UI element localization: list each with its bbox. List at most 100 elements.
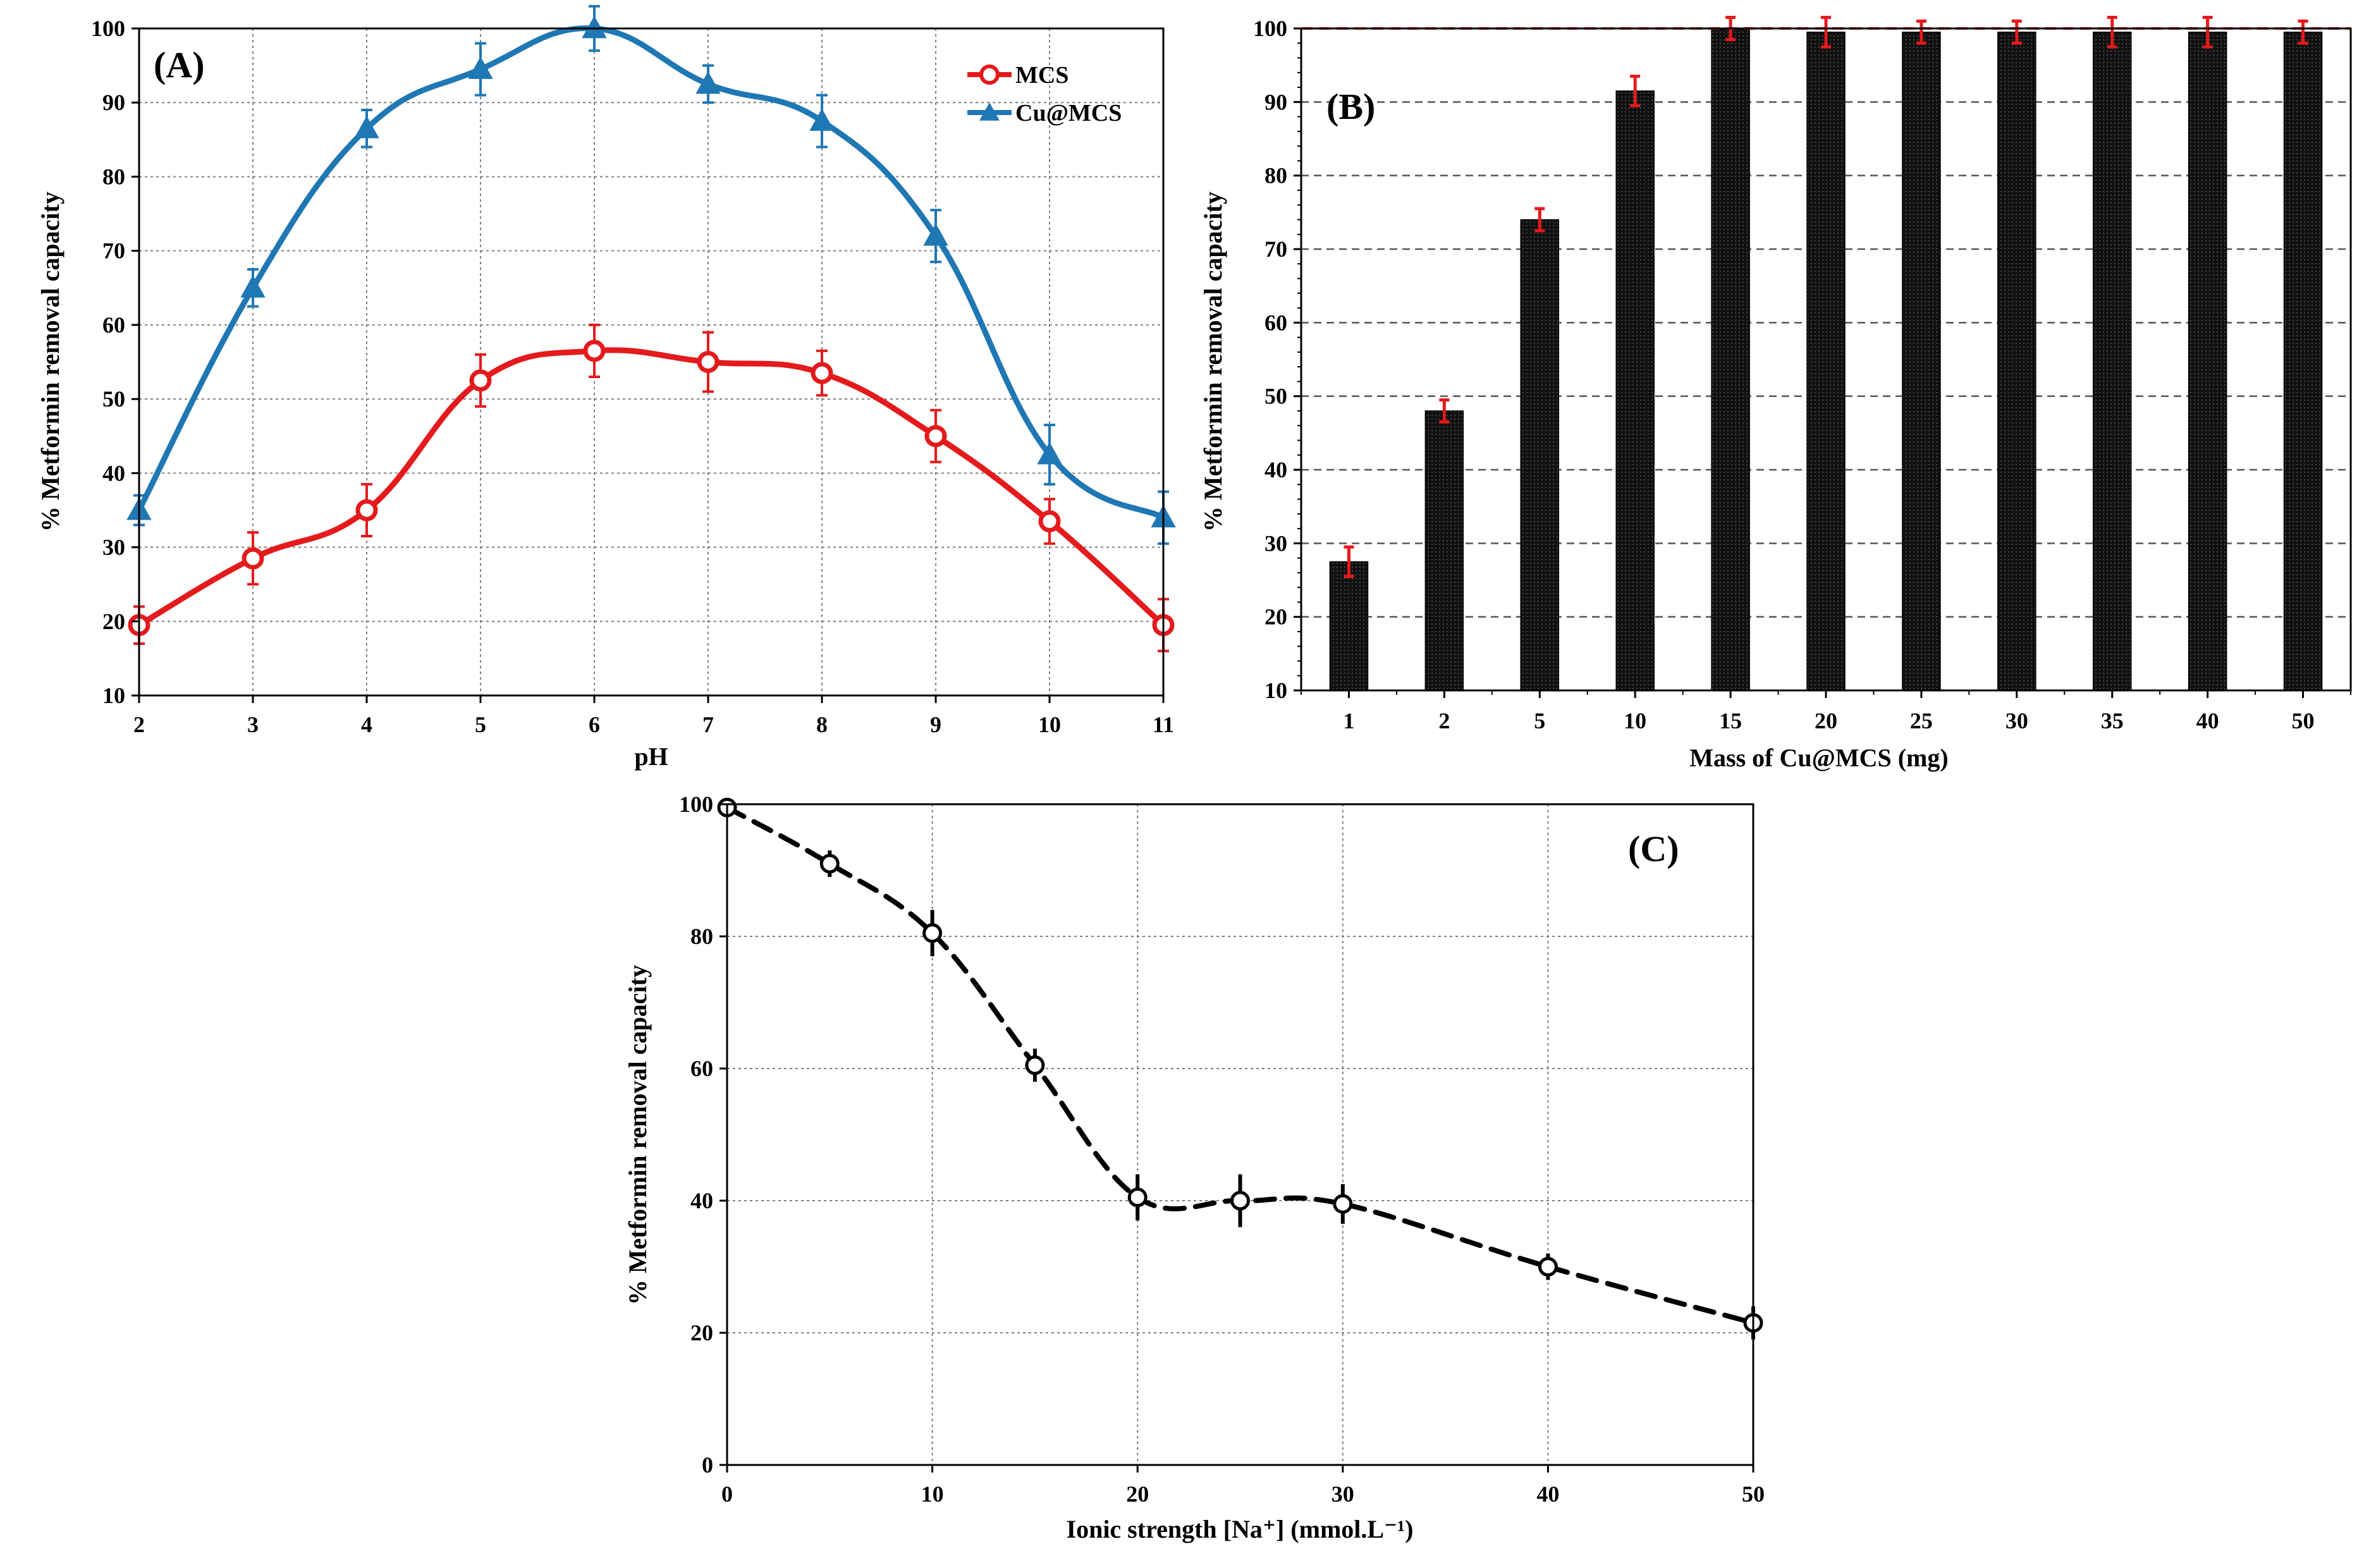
- chart-b-ytick-label: 80: [1265, 163, 1287, 188]
- chart-c-point: [1025, 1055, 1045, 1075]
- chart-a-ytick-label: 100: [91, 16, 125, 41]
- chart-c-point: [922, 923, 943, 943]
- chart-b-bar: [2283, 32, 2323, 691]
- chart-c-xtick-label: 40: [1536, 1481, 1559, 1507]
- chart-a-ticks: 2 3 4 5 6 7 8 9 10 11 10 20 30 40 50 60 70 80 90 100: [91, 16, 1174, 737]
- chart-a-point-mcs: [355, 499, 378, 522]
- chart-b-xtick-label: 1: [1343, 708, 1354, 733]
- chart-b-ytick-label: 90: [1265, 89, 1287, 114]
- chart-c-ytick-label: 0: [702, 1452, 713, 1478]
- chart-c-xtick-label: 0: [721, 1481, 733, 1507]
- chart-c-point: [1538, 1257, 1558, 1277]
- chart-a-point-cu-mcs: [582, 15, 607, 39]
- chart-a-xtick-label: 11: [1153, 712, 1174, 737]
- chart-a-panel-label: (A): [154, 44, 205, 85]
- chart-c-ytick-label: 80: [690, 924, 713, 949]
- chart-a: 2 3 4 5 6 7 8 9 10 11 10 20 30 40 50 60 70 80 90 100 (A) pH…: [36, 4, 1176, 771]
- chart-b-ytick-label: 10: [1265, 678, 1287, 703]
- chart-a-point-cu-mcs: [923, 223, 948, 246]
- chart-c-point: [1333, 1194, 1353, 1214]
- chart-b-ytick-label: 20: [1265, 604, 1287, 630]
- chart-a-ylabel: % Metformin removal capacity: [36, 192, 64, 532]
- chart-c-ticks: 0 10 20 30 40 50 0 20 40 60 80 100: [679, 792, 1765, 1507]
- chart-b-bar: [2092, 32, 2132, 691]
- chart-a-series-line-cu-mcs: [136, 25, 1165, 520]
- chart-b-bar: [1902, 32, 1941, 691]
- chart-b-panel-label: (B): [1326, 86, 1375, 127]
- chart-b-xtick-label: 2: [1438, 708, 1450, 733]
- chart-c-ytick-label: 20: [690, 1320, 713, 1345]
- chart-a-xtick-label: 2: [133, 712, 145, 737]
- chart-a-ytick-label: 90: [102, 90, 125, 115]
- chart-c-xtick-label: 10: [921, 1481, 944, 1507]
- chart-c-point: [1127, 1187, 1148, 1208]
- chart-c-xtick-label: 20: [1126, 1481, 1149, 1507]
- chart-c-xlabel: Ionic strength [Na⁺] (mmol.L⁻¹): [1067, 1515, 1414, 1543]
- chart-a-xtick-label: 8: [816, 712, 828, 737]
- chart-a-ytick-label: 10: [102, 683, 125, 708]
- chart-b-bar: [2188, 32, 2227, 691]
- chart-b-ytick-label: 30: [1265, 530, 1287, 556]
- chart-c-panel-label: (C): [1628, 828, 1679, 869]
- chart-a-point-cu-mcs: [695, 71, 721, 94]
- chart-b-ytick-label: 100: [1253, 16, 1287, 41]
- chart-b-ytick-label: 60: [1265, 310, 1287, 335]
- chart-a-ytick-label: 40: [102, 460, 125, 486]
- chart-b-bar: [1424, 410, 1464, 691]
- chart-a-ytick-label: 20: [102, 609, 125, 634]
- chart-a-ytick-label: 80: [102, 164, 125, 189]
- chart-a-point-mcs: [1038, 510, 1061, 533]
- chart-a-xtick-label: 5: [475, 712, 486, 737]
- chart-c-xtick-label: 30: [1332, 1481, 1354, 1507]
- chart-b-xtick-label: 50: [2292, 708, 2315, 733]
- chart-b-ylabel: % Metformin removal capacity: [1199, 192, 1227, 532]
- chart-b-bars: [1301, 16, 2351, 691]
- chart-a-point-mcs: [583, 340, 606, 362]
- chart-a-frame: [138, 27, 1165, 697]
- chart-a-ytick-label: 30: [102, 535, 125, 560]
- chart-a-series-line-mcs: [137, 347, 1166, 628]
- chart-c-point: [1230, 1191, 1250, 1211]
- chart-c-ytick-label: 100: [679, 792, 713, 817]
- chart-a-point-cu-mcs: [809, 108, 835, 131]
- chart-b-xlabel: Mass of Cu@MCS (mg): [1689, 744, 1948, 772]
- chart-b-ytick-label: 70: [1265, 236, 1287, 262]
- chart-b-xtick-label: 35: [2101, 708, 2124, 733]
- chart-a-xtick-label: 9: [930, 712, 941, 737]
- chart-a-grid: [138, 28, 1164, 696]
- chart-a-xtick-label: 10: [1038, 712, 1061, 737]
- chart-a-legend: MCS Cu@MCS: [967, 62, 1122, 126]
- chart-b-xtick-label: 15: [1719, 708, 1742, 733]
- chart-b-bar: [1329, 561, 1369, 691]
- chart-a-xtick-label: 4: [361, 712, 372, 737]
- chart-c-frame: [726, 803, 1754, 1466]
- chart-b-xtick-label: 10: [1624, 708, 1646, 733]
- chart-b-xtick-label: 40: [2196, 708, 2219, 733]
- chart-c-series: [717, 797, 1763, 1340]
- chart-a-legend-marker: [979, 64, 1000, 85]
- chart-a-point-mcs: [242, 547, 264, 570]
- chart-a-point-cu-mcs: [468, 56, 493, 79]
- chart-a-point-mcs: [469, 369, 492, 392]
- chart-a-xtick-label: 3: [247, 712, 259, 737]
- chart-b-bar: [1806, 32, 1846, 691]
- chart-a-xtick-label: 7: [702, 712, 714, 737]
- chart-a-xtick-label: 6: [589, 712, 600, 737]
- chart-c-point: [819, 854, 840, 874]
- chart-c-ylabel: % Metformin removal capacity: [623, 965, 652, 1305]
- chart-c-xtick-label: 50: [1742, 1481, 1765, 1507]
- chart-a-ytick-label: 50: [102, 386, 125, 412]
- chart-b-bar: [1520, 219, 1560, 691]
- chart-c: 0 10 20 30 40 50 0 20 40 60 80 100 (C) Ionic streng…: [623, 792, 1765, 1543]
- chart-b-xtick-label: 30: [2006, 708, 2028, 733]
- chart-c-ytick-label: 40: [690, 1188, 713, 1213]
- chart-b-bar: [1615, 90, 1655, 691]
- chart-a-point-mcs: [811, 362, 833, 384]
- chart-c-ytick-label: 60: [690, 1056, 713, 1081]
- chart-b-xtick-label: 25: [1910, 708, 1933, 733]
- chart-a-legend-label: Cu@MCS: [1015, 100, 1122, 126]
- chart-b-ytick-label: 50: [1265, 384, 1287, 409]
- chart-a-point-mcs: [697, 351, 720, 373]
